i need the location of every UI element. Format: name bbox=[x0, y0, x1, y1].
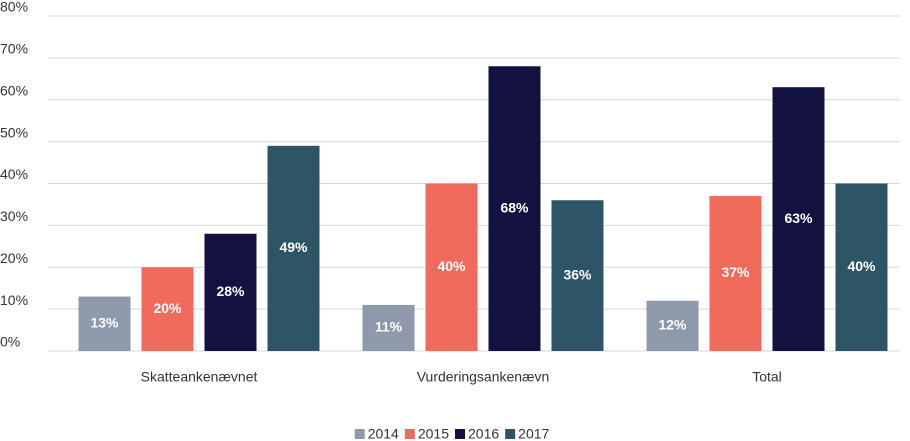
legend-label: 2014 bbox=[368, 426, 399, 441]
value-label: 68% bbox=[500, 199, 529, 215]
y-tick-label: 50% bbox=[0, 124, 28, 140]
bar bbox=[425, 183, 478, 351]
x-tick-label: Vurderingsankenævn bbox=[417, 369, 550, 385]
bar bbox=[709, 196, 762, 351]
legend-label: 2016 bbox=[468, 426, 499, 441]
bar bbox=[362, 304, 415, 351]
legend-label: 2015 bbox=[418, 426, 449, 441]
legend-swatch bbox=[505, 429, 516, 439]
legend-label: 2017 bbox=[518, 426, 549, 441]
y-tick-label: 10% bbox=[0, 292, 28, 308]
bar bbox=[488, 66, 541, 351]
bar bbox=[204, 233, 257, 351]
value-label: 12% bbox=[658, 317, 687, 333]
bar bbox=[551, 200, 604, 351]
bar bbox=[646, 300, 699, 351]
bar bbox=[772, 87, 825, 351]
x-tick-label: Total bbox=[752, 369, 782, 385]
value-label: 49% bbox=[279, 239, 308, 255]
value-label: 37% bbox=[721, 264, 750, 280]
bar bbox=[835, 183, 888, 351]
value-label: 28% bbox=[216, 283, 245, 299]
value-label: 20% bbox=[153, 300, 182, 316]
y-tick-label: 0% bbox=[0, 334, 20, 350]
value-label: 36% bbox=[563, 266, 592, 282]
y-tick-label: 60% bbox=[0, 82, 28, 98]
bar bbox=[78, 296, 131, 351]
value-label: 63% bbox=[784, 210, 813, 226]
y-tick-label: 70% bbox=[0, 41, 28, 57]
x-tick-label: Skatteankenævnet bbox=[141, 369, 258, 385]
bar bbox=[141, 267, 194, 351]
legend-swatch bbox=[404, 429, 415, 439]
value-label: 40% bbox=[437, 258, 466, 274]
y-tick-label: 40% bbox=[0, 166, 28, 182]
legend-swatch bbox=[455, 429, 465, 439]
bar bbox=[267, 145, 320, 351]
value-label: 13% bbox=[90, 314, 119, 330]
legend-swatch bbox=[354, 429, 365, 439]
value-label: 11% bbox=[375, 319, 403, 335]
y-tick-label: 30% bbox=[0, 208, 28, 224]
value-label: 40% bbox=[847, 258, 876, 274]
y-tick-label: 80% bbox=[0, 0, 28, 15]
y-tick-label: 20% bbox=[0, 250, 28, 266]
